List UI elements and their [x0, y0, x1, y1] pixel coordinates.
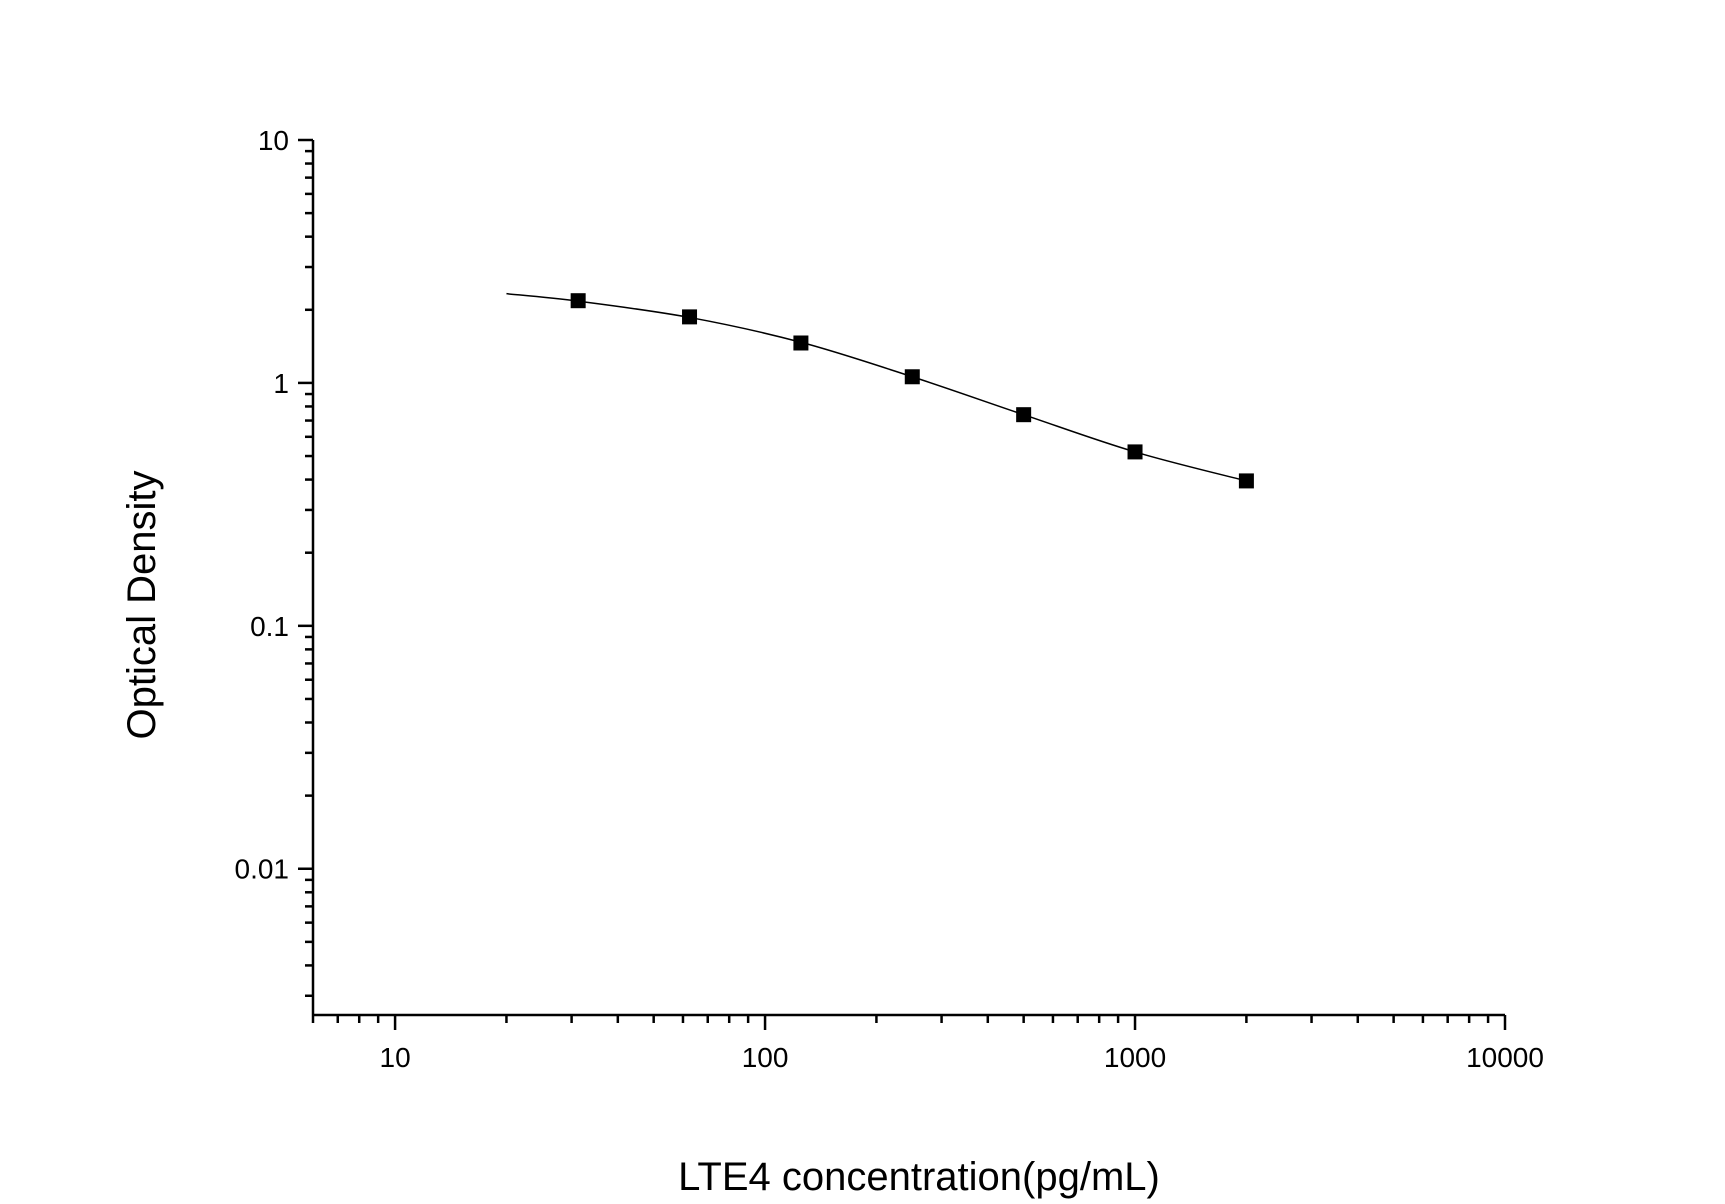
y-tick-labels: 10 1 0.1 0.01	[235, 125, 290, 885]
y-tick-label: 0.1	[250, 611, 289, 642]
x-tick-label: 10000	[1466, 1042, 1544, 1073]
data-point	[904, 369, 920, 385]
data-points	[570, 293, 1254, 489]
axes	[311, 140, 1505, 1017]
data-point	[1127, 444, 1143, 460]
y-tick-label: 0.01	[235, 854, 290, 885]
fit-curve	[506, 292, 1247, 482]
x-tick-label: 1000	[1104, 1042, 1166, 1073]
data-point	[793, 335, 809, 351]
x-ticks	[311, 1015, 1507, 1030]
x-tick-label: 100	[742, 1042, 789, 1073]
data-point	[1238, 473, 1254, 489]
x-tick-label: 10	[380, 1042, 411, 1073]
y-tick-label: 1	[273, 368, 289, 399]
y-axis-title: Optical Density	[120, 471, 164, 740]
x-tick-labels: 10 100 1000 10000	[380, 1042, 1544, 1073]
data-point	[570, 293, 586, 309]
y-ticks	[298, 138, 313, 998]
x-axis-title: LTE4 concentration(pg/mL)	[678, 1155, 1160, 1199]
y-tick-label: 10	[258, 125, 289, 156]
data-point	[1016, 407, 1032, 423]
data-point	[682, 309, 698, 325]
